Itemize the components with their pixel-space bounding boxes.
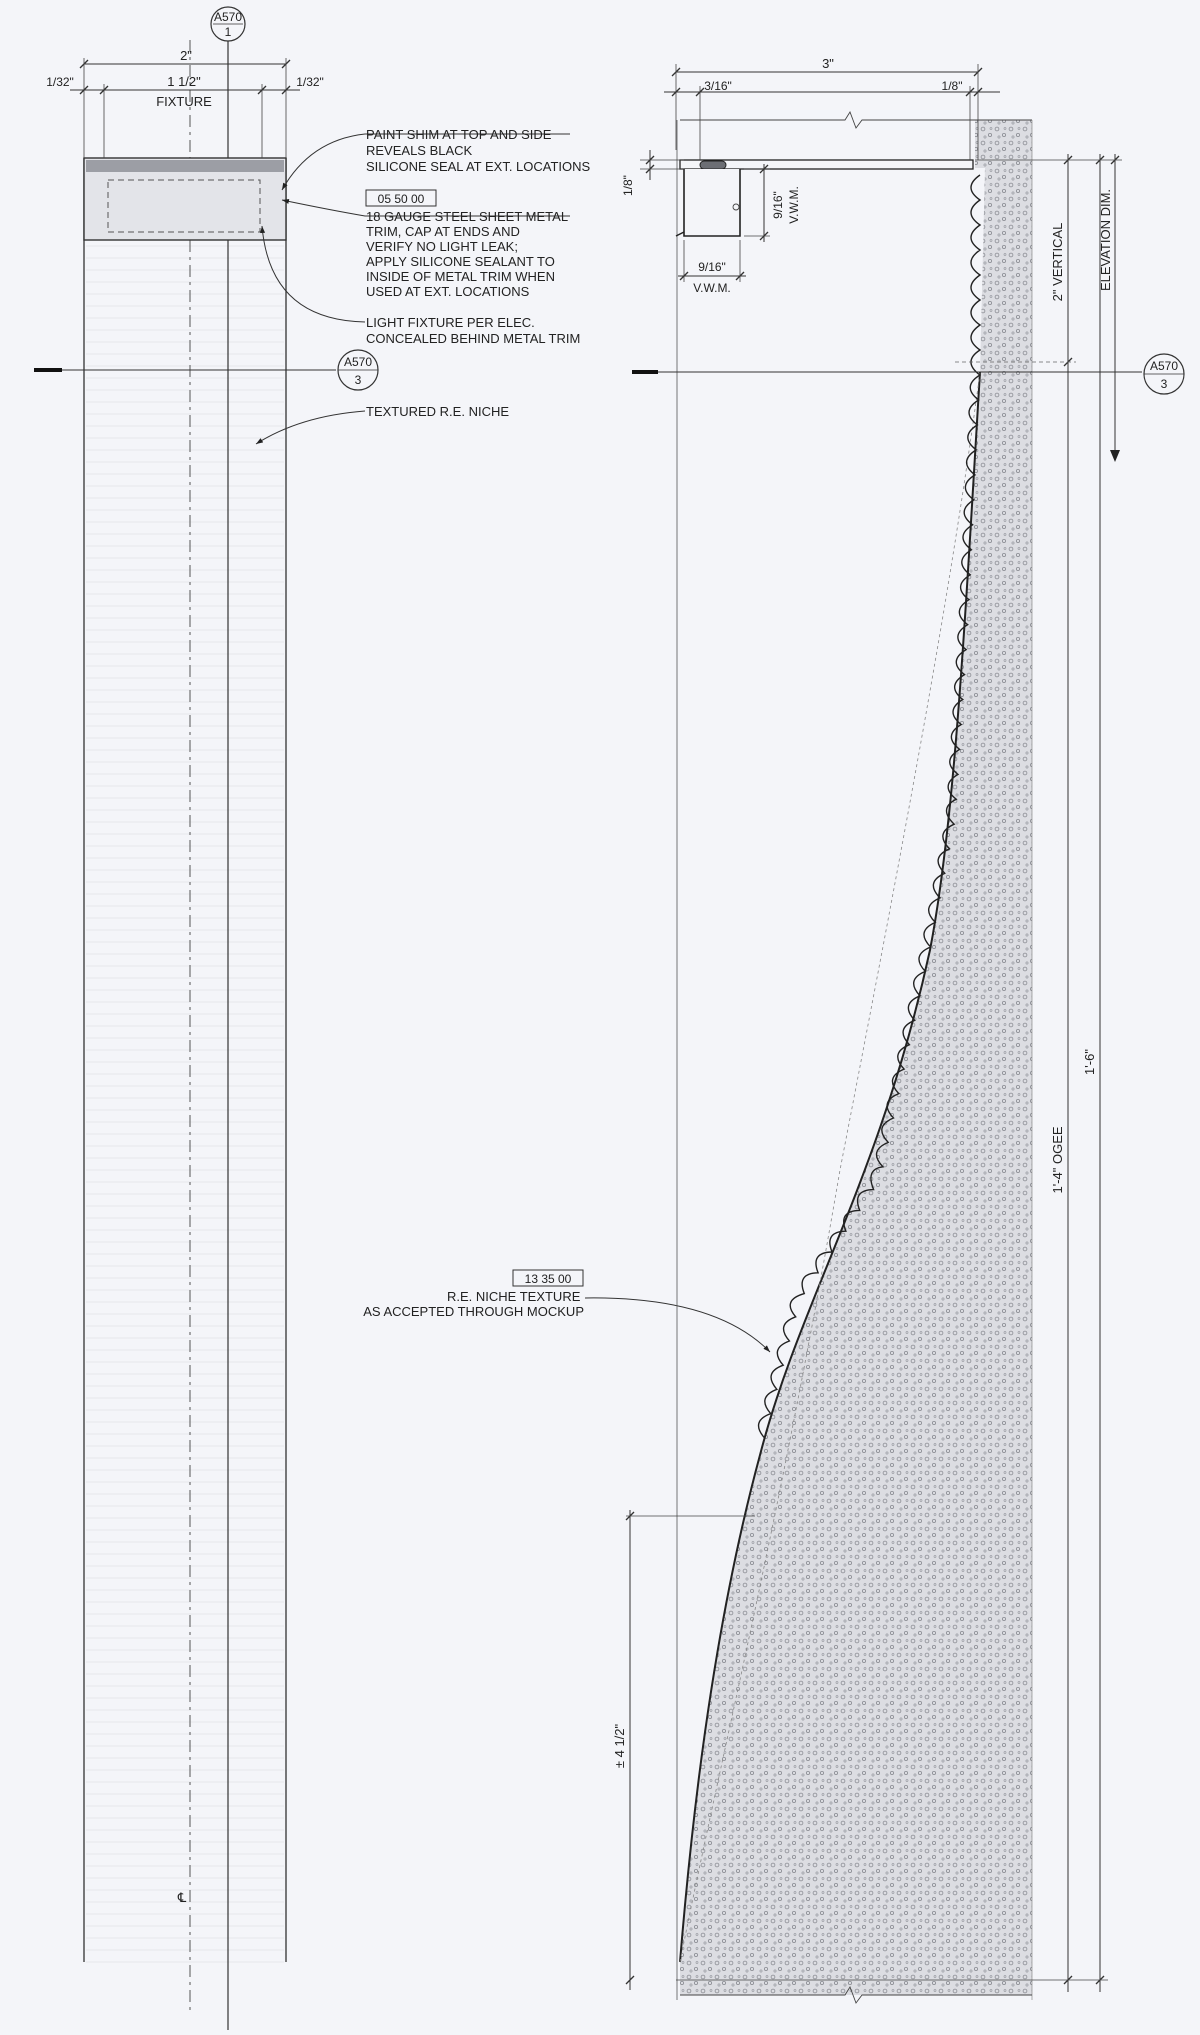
- dim-right-gap: 1/32": [296, 75, 324, 89]
- trim-hem: [675, 231, 685, 237]
- left-elevation-detail: 2" 1/32" 1/32" 1 1/2" FIXTURE ℄: [34, 30, 336, 2030]
- dim-vertical-2in: 2" VERTICAL: [1050, 223, 1065, 302]
- leader-textured-niche: [255, 410, 366, 445]
- dim-total-height: 1'-6": [1082, 1049, 1097, 1075]
- dim-bottom-height: ± 4 1/2": [612, 1723, 627, 1768]
- section-marker-top: A570 1: [210, 6, 246, 42]
- leader-light-fixture: [260, 225, 366, 323]
- dim-right-overall: 3": [822, 56, 834, 71]
- dim-left-gap: 1/32": [46, 75, 74, 89]
- leader-paint-shim: [281, 133, 570, 191]
- dim-elevation-label: ELEVATION DIM.: [1098, 189, 1113, 291]
- spec-tag-texture-box: [512, 1269, 584, 1287]
- centerline-symbol: ℄: [177, 1890, 187, 1905]
- dim-trim-height-note: V.W.M.: [787, 186, 801, 224]
- metal-trim-return: [683, 169, 741, 237]
- spec-tag-metal: 05 50 00: [378, 192, 425, 206]
- leader-niche-texture: [584, 1297, 771, 1353]
- notes-group: PAINT SHIM AT TOP AND SIDE REVEALS BLACK…: [255, 127, 771, 1353]
- note-textured-niche: TEXTURED R.E. NICHE: [366, 404, 509, 419]
- right-vertical-dimensions: [625, 154, 1122, 1992]
- niche-texture-field: [86, 158, 284, 1963]
- svg-text:3: 3: [1161, 377, 1168, 391]
- spec-tag-metal-box: [365, 189, 437, 207]
- section-marker-left: A570 3: [337, 349, 379, 391]
- svg-text:A570: A570: [214, 10, 242, 24]
- light-fixture-outline: [107, 179, 261, 233]
- break-line-top: [680, 110, 1032, 129]
- left-top-dimensions: [70, 58, 300, 158]
- note-metal-trim: 18 GAUGE STEEL SHEET METAL TRIM, CAP AT …: [366, 209, 571, 299]
- dim-trim-width-note: V.W.M.: [693, 281, 731, 295]
- ogee-profile-line: [679, 371, 981, 1963]
- note-paint-shim: PAINT SHIM AT TOP AND SIDE REVEALS BLACK…: [366, 127, 591, 174]
- dim-trim-height-lines: [744, 164, 770, 242]
- note-light-fixture: LIGHT FIXTURE PER ELEC. CONCEALED BEHIND…: [366, 315, 580, 346]
- svg-text:A570: A570: [344, 355, 372, 369]
- dim-trim-height: 9/16": [771, 191, 785, 219]
- right-top-dimensions: [664, 64, 1000, 160]
- dim-right-right-gap: 1/8": [942, 79, 963, 93]
- dim-ogee-height: 1'-4" OGEE: [1050, 1126, 1065, 1193]
- metal-trim-flange: [679, 159, 974, 170]
- dim-trim-thickness-lines: [640, 150, 684, 180]
- svg-text:3: 3: [355, 373, 362, 387]
- fastener-icon: [732, 203, 740, 211]
- svg-text:1: 1: [225, 25, 232, 39]
- dim-trim-width-lines: [678, 240, 746, 282]
- leader-metal-trim: [281, 198, 570, 217]
- silicone-seal: [699, 160, 727, 170]
- dim-trim-width: 9/16": [698, 260, 726, 274]
- right-section-detail: [675, 110, 1033, 2004]
- stone-substrate: [680, 120, 1032, 1995]
- scalloped-texture-edge: [757, 174, 982, 1439]
- dim-fixture-width: 1 1/2": [167, 74, 201, 89]
- paint-shim: [86, 160, 284, 172]
- dim-overall-width: 2": [180, 48, 192, 63]
- break-line-bottom: [680, 1985, 1032, 2004]
- section-marker-right: A570 3: [1143, 353, 1185, 395]
- fixture-label: FIXTURE: [156, 94, 212, 109]
- dim-trim-thickness: 1/8": [621, 175, 635, 196]
- note-niche-texture: R.E. NICHE TEXTURE AS ACCEPTED THROUGH M…: [363, 1289, 584, 1319]
- spec-tag-texture: 13 35 00: [525, 1272, 572, 1286]
- svg-text:A570: A570: [1150, 359, 1178, 373]
- dim-right-left-gap: 3/16": [704, 79, 732, 93]
